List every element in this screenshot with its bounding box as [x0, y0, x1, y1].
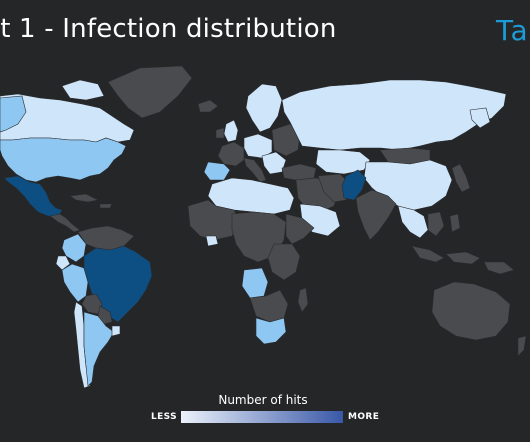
- italy-region[interactable]: [243, 157, 267, 183]
- greenland-region[interactable]: [107, 65, 193, 119]
- legend-low-label: LESS: [151, 412, 178, 422]
- peru-region[interactable]: [61, 263, 89, 303]
- south-america-north-region[interactable]: [77, 225, 135, 251]
- korea-japan-region[interactable]: [451, 163, 471, 193]
- paraguay-region[interactable]: [97, 305, 113, 325]
- legend-gradient-bar: [181, 411, 343, 423]
- brand-logo: Ta: [496, 14, 530, 47]
- new-zealand-region[interactable]: [517, 335, 527, 357]
- canada-islands-region[interactable]: [61, 79, 105, 101]
- indochina-region[interactable]: [427, 211, 445, 237]
- east-africa-region[interactable]: [267, 243, 301, 281]
- south-africa-region[interactable]: [255, 317, 287, 345]
- central-asia-region[interactable]: [315, 149, 371, 175]
- usa-region[interactable]: [0, 137, 127, 183]
- far-east-islands-region[interactable]: [469, 107, 491, 129]
- iceland-region[interactable]: [197, 99, 219, 113]
- pakistan-region[interactable]: [341, 169, 367, 201]
- colombia-region[interactable]: [61, 233, 87, 263]
- madagascar-region[interactable]: [297, 287, 309, 313]
- argentina-region[interactable]: [83, 311, 115, 387]
- mexico-region[interactable]: [3, 175, 63, 219]
- turkey-region[interactable]: [281, 163, 317, 181]
- indonesia-west-region[interactable]: [411, 245, 445, 263]
- cuba-region[interactable]: [69, 193, 99, 203]
- indonesia-east-region[interactable]: [445, 251, 481, 265]
- philippines-region[interactable]: [449, 213, 461, 233]
- papua-region[interactable]: [483, 261, 515, 275]
- russia-region[interactable]: [281, 79, 507, 151]
- australia-region[interactable]: [431, 281, 511, 341]
- legend-high-label: MORE: [348, 412, 380, 422]
- guinea-coast-region[interactable]: [205, 235, 219, 247]
- map-title: et 1 - Infection distribution: [0, 14, 337, 44]
- angola-region[interactable]: [241, 267, 269, 299]
- iran-region[interactable]: [317, 173, 351, 203]
- scandinavia-region[interactable]: [245, 83, 283, 133]
- eastern-europe-region[interactable]: [271, 123, 301, 157]
- uruguay-region[interactable]: [111, 325, 121, 337]
- bolivia-region[interactable]: [81, 293, 103, 315]
- alaska-region[interactable]: [0, 95, 27, 133]
- legend-title: Number of hits: [218, 393, 308, 407]
- central-america-region[interactable]: [49, 213, 81, 233]
- southern-africa-region[interactable]: [249, 289, 289, 323]
- india-region[interactable]: [355, 189, 397, 241]
- ecuador-region[interactable]: [55, 255, 71, 271]
- southeast-asia-region[interactable]: [397, 205, 429, 239]
- uk-region[interactable]: [223, 119, 239, 143]
- ireland-region[interactable]: [215, 127, 225, 139]
- balkans-region[interactable]: [261, 151, 287, 175]
- caribbean-region[interactable]: [99, 203, 113, 209]
- france-region[interactable]: [217, 141, 245, 167]
- horn-of-africa-region[interactable]: [285, 213, 315, 245]
- iberia-region[interactable]: [203, 161, 231, 181]
